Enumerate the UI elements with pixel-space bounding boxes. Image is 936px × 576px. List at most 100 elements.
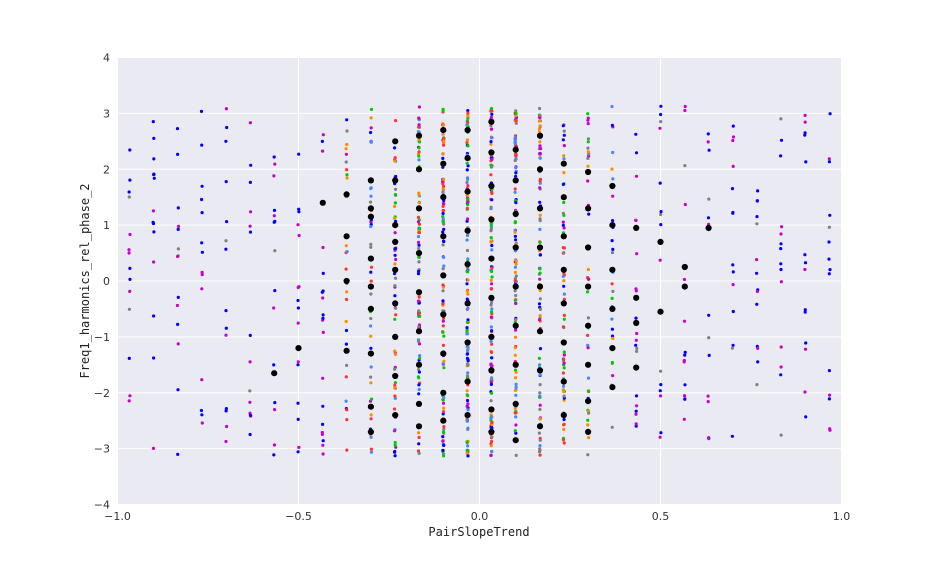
scatter-point — [489, 140, 493, 144]
scatter-point — [514, 385, 518, 389]
scatter-point — [394, 119, 398, 123]
scatter-point — [489, 339, 493, 344]
scatter-point — [828, 213, 832, 217]
black-scatter-point — [415, 289, 423, 296]
scatter-point — [465, 141, 469, 145]
scatter-point — [441, 217, 445, 221]
scatter-point — [562, 441, 566, 445]
scatter-point — [755, 271, 759, 275]
scatter-point — [296, 321, 300, 325]
black-scatter-point — [633, 224, 640, 231]
scatter-point — [611, 374, 615, 378]
scatter-point — [538, 277, 542, 281]
scatter-point — [369, 245, 373, 249]
scatter-point — [394, 306, 398, 310]
scatter-point — [538, 307, 543, 311]
black-scatter-point — [440, 272, 447, 279]
scatter-point — [393, 454, 397, 458]
black-scatter-point — [367, 255, 374, 262]
black-scatter-point — [585, 205, 592, 212]
scatter-point — [441, 267, 445, 271]
scatter-point — [344, 244, 348, 248]
scatter-point — [513, 234, 518, 238]
scatter-point — [538, 403, 542, 407]
scatter-point — [369, 265, 374, 269]
black-scatter-point — [585, 168, 592, 176]
black-scatter-point — [367, 205, 374, 212]
scatter-point — [490, 269, 494, 274]
scatter-point — [490, 439, 494, 444]
scatter-point — [586, 346, 590, 350]
scatter-point — [200, 184, 204, 188]
scatter-point — [683, 394, 687, 398]
scatter-point — [490, 198, 494, 202]
scatter-point — [634, 409, 638, 413]
scatter-point — [248, 230, 253, 234]
black-scatter-point — [440, 417, 447, 424]
scatter-point — [416, 449, 421, 453]
scatter-point — [513, 388, 518, 393]
scatter-point — [490, 112, 494, 116]
scatter-point — [634, 218, 638, 222]
black-scatter-point — [609, 182, 616, 190]
scatter-point — [441, 401, 446, 405]
scatter-point — [369, 324, 373, 328]
scatter-point — [441, 324, 445, 328]
scatter-point — [658, 389, 662, 393]
scatter-point — [586, 376, 591, 380]
black-scatter-point — [633, 319, 640, 326]
scatter-point — [248, 413, 253, 417]
black-scatter-point — [464, 155, 471, 162]
scatter-point — [441, 182, 445, 186]
black-scatter-point — [681, 263, 688, 271]
scatter-point — [127, 307, 131, 311]
scatter-point — [562, 350, 566, 354]
scatter-point — [465, 161, 469, 165]
scatter-point — [489, 115, 493, 119]
scatter-point — [756, 346, 760, 350]
scatter-point — [513, 411, 517, 415]
scatter-point — [683, 397, 687, 401]
scatter-point — [659, 104, 663, 108]
scatter-point — [707, 336, 711, 340]
scatter-point — [225, 424, 229, 429]
scatter-point — [658, 258, 662, 262]
scatter-point — [779, 247, 783, 251]
scatter-point — [610, 239, 614, 243]
scatter-point — [248, 224, 252, 228]
scatter-point — [441, 448, 445, 452]
scatter-point — [562, 246, 567, 250]
scatter-point — [224, 439, 228, 444]
scatter-point — [659, 431, 663, 435]
black-scatter-point — [609, 345, 616, 352]
scatter-point — [394, 276, 398, 280]
scatter-point — [441, 187, 445, 191]
black-scatter-point — [392, 138, 399, 145]
scatter-point — [514, 153, 518, 157]
scatter-point — [489, 287, 493, 291]
scatter-point — [490, 275, 494, 279]
black-scatter-point — [681, 283, 688, 290]
black-scatter-point — [536, 283, 544, 290]
scatter-point — [804, 415, 808, 419]
scatter-point — [344, 152, 348, 156]
scatter-point — [418, 356, 422, 360]
scatter-point — [465, 206, 469, 210]
scatter-point — [393, 429, 397, 433]
scatter-point — [827, 225, 832, 229]
black-scatter-point — [512, 322, 519, 329]
scatter-point — [538, 181, 542, 185]
scatter-point — [417, 312, 421, 316]
scatter-point — [417, 376, 421, 380]
scatter-point — [441, 289, 445, 293]
scatter-point — [465, 297, 469, 301]
scatter-point — [441, 299, 445, 303]
scatter-point — [513, 289, 517, 293]
y-tick-label: 4 — [103, 52, 110, 65]
scatter-point — [345, 142, 349, 147]
scatter-point — [779, 373, 783, 377]
black-scatter-point — [536, 166, 544, 173]
scatter-point — [514, 415, 518, 419]
scatter-point — [562, 226, 566, 230]
scatter-point — [224, 409, 228, 413]
